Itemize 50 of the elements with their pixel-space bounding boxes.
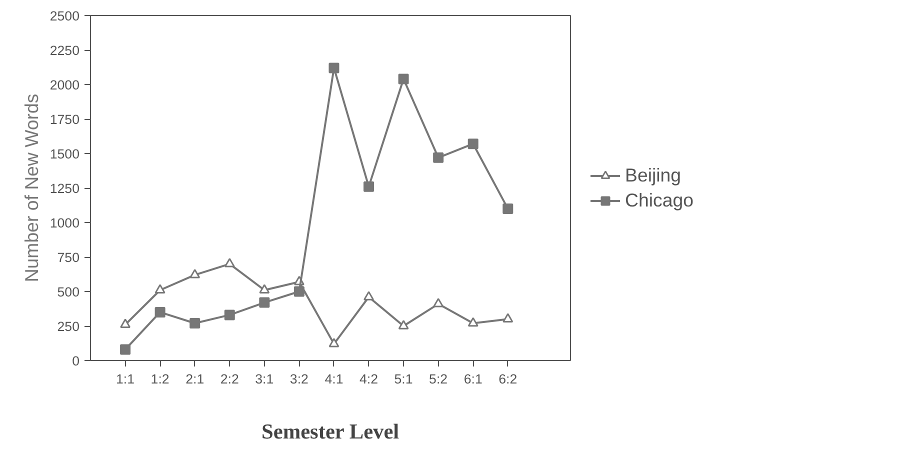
point [259,297,270,308]
y-tick-label: 1000 [50,216,80,230]
x-tick-label: 4:2 [359,372,378,386]
x-tick-label: 2:2 [220,372,239,386]
point [294,286,304,297]
point [468,317,478,327]
point [468,138,478,150]
y-tick-label: 0 [72,354,80,368]
x-tick-label: 2:1 [186,372,204,386]
point [398,320,409,330]
point [190,268,200,278]
point [328,62,340,74]
legend-label: Chicago [625,189,694,211]
y-tick-label: 750 [57,250,80,265]
y-tick-label: 1250 [50,181,80,196]
point [364,181,374,192]
point [154,306,166,318]
point [224,310,235,320]
y-tick-label: 2500 [50,8,80,24]
x-axis-title: Semester Level [262,420,400,444]
y-tick-label: 250 [57,319,80,334]
y-axis-title: Number of New Words [20,94,42,282]
point [259,284,270,294]
legend-label: Beijing [625,164,682,186]
x-tick-label: 1:2 [150,372,170,386]
x-tick-label: 3:1 [255,372,274,386]
y-tick-label: 2000 [50,78,80,92]
x-tick-label: 5:2 [429,372,448,386]
x-tick-label: 3:2 [290,372,308,386]
point [433,152,444,163]
point [364,291,374,300]
point [398,74,409,84]
y-tick-label: 2250 [50,43,80,58]
y-tick-label: 1750 [50,112,80,127]
x-tick-label: 4:1 [324,372,344,386]
point [328,338,340,348]
x-tick-label: 6:1 [464,372,482,386]
point [502,313,514,322]
x-tick-label: 1:1 [116,372,135,386]
y-tick-label: 500 [57,284,80,300]
point [120,344,131,355]
y-tick-label: 1500 [50,146,80,162]
point [190,318,200,328]
point [502,203,514,214]
point [224,258,235,268]
point [154,284,166,294]
x-tick-label: 5:1 [394,372,413,386]
x-tick-label: 6:2 [498,372,518,386]
point [433,298,444,308]
point [120,318,131,328]
